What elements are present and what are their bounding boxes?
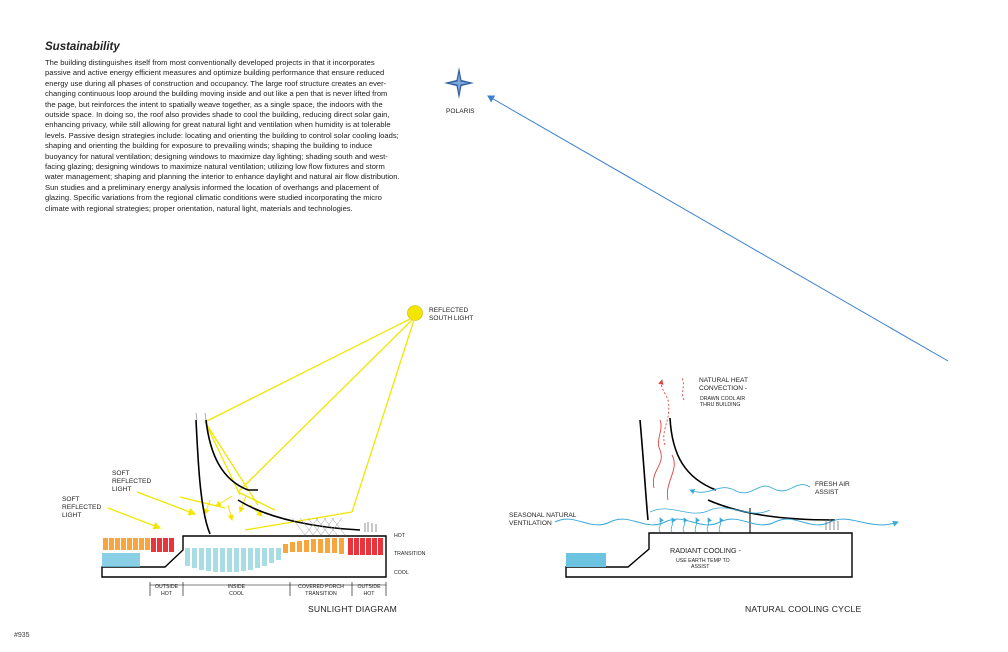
roof-curve [195,419,211,535]
sustainability-paragraph: The building distinguishes itself from m… [45,58,400,213]
zone-label-top: INSIDE [227,584,246,590]
cooling-diagram-caption: NATURAL COOLING CYCLE [745,604,862,614]
temperature-bars [103,538,383,572]
soft-light-upper-line2: REFLECTED [112,478,152,485]
heat-convection-line2: CONVECTION - [699,385,747,392]
soft-light-lower-line3: LIGHT [62,512,82,519]
zone-dimension-line [149,582,387,596]
radiant-cooling-title: RADIANT COOLING - [670,546,741,555]
zone-inside: INSIDE COOL [184,584,289,597]
heat-convection-sub2: THRU BUILDING [700,402,741,408]
polaris-star-icon [444,67,474,99]
zone-label-bottom: HOT [363,590,375,597]
legend-cool: COOL [394,570,409,576]
fresh-air-arrow [689,484,811,495]
polaris-label: POLARIS [446,108,475,115]
cooling-diagram [554,377,899,578]
cooling-people-icon [825,519,839,530]
sunlight-diagram-caption: SUNLIGHT DIAGRAM [308,604,397,614]
sunlight-diagram [101,305,423,596]
heat-convection-line1: NATURAL HEAT [699,377,748,384]
page-number: #935 [14,632,30,639]
section-heading: Sustainability [45,41,120,53]
ventilation-wave [554,518,899,527]
radiant-cooling-sub1: USE EARTH TEMP TO [676,558,730,564]
heat-convection-sub1: DRAWN COOL AIR [700,396,746,402]
sun-label-line1: REFLECTED [429,307,469,314]
sun-icon [407,305,423,321]
seasonal-line2: VENTILATION [509,520,552,527]
legend-transition: TRANSITION [394,551,426,557]
zone-label-top: COVERED PORCH [298,584,344,590]
zone-label-bottom: HOT [161,590,172,597]
polaris-sightline [487,95,949,362]
soft-light-lower-line1: SOFT [62,496,80,503]
soft-light-upper-line3: LIGHT [112,486,132,493]
people-icon [364,522,377,532]
radiant-cooling-sub2: ASSIST [691,564,710,570]
soft-light-upper-line1: SOFT [112,470,130,477]
seasonal-line1: SEASONAL NATURAL [509,512,577,519]
zone-label-top: OUTSIDE [357,584,381,590]
zone-outside-left: OUTSIDE HOT [151,584,182,597]
fresh-air-line2: ASSIST [815,489,839,496]
sun-rays [179,317,415,531]
legend-hot: HOT [394,533,405,539]
zone-label-bottom: TRANSITION [305,590,337,597]
zone-label-top: OUTSIDE [154,584,179,590]
fresh-air-line1: FRESH AIR [815,481,850,488]
zone-covered-porch: COVERED PORCH TRANSITION [291,584,351,597]
zone-outside-right: OUTSIDE HOT [353,584,385,597]
sun-label-line2: SOUTH LIGHT [429,315,474,322]
heat-convection-arrow [658,379,670,446]
cooling-ground-section [565,532,853,578]
soft-light-lower-line2: REFLECTED [62,504,102,511]
zone-label-bottom: COOL [229,590,244,597]
